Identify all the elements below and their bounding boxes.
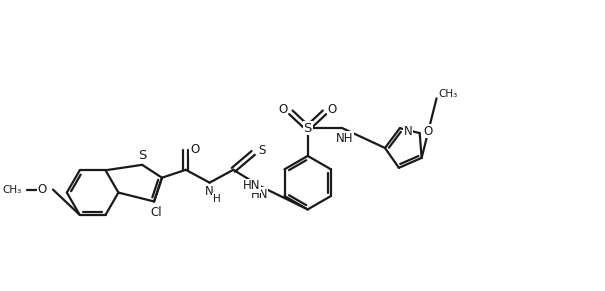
Text: O: O (423, 125, 432, 138)
Text: S: S (138, 149, 146, 162)
Text: CH₃: CH₃ (2, 184, 21, 195)
Text: O: O (190, 143, 199, 157)
Text: S: S (304, 122, 312, 135)
Text: HN: HN (250, 188, 268, 201)
Text: N: N (205, 185, 214, 198)
Text: H: H (212, 194, 220, 203)
Text: N: N (404, 125, 412, 138)
Text: S: S (258, 144, 266, 157)
Text: HN: HN (243, 179, 260, 192)
Text: O: O (38, 183, 47, 196)
Text: NH: NH (336, 132, 353, 145)
Text: O: O (328, 103, 337, 116)
Text: Cl: Cl (150, 206, 162, 219)
Text: O: O (278, 103, 287, 116)
Text: CH₃: CH₃ (439, 89, 458, 100)
